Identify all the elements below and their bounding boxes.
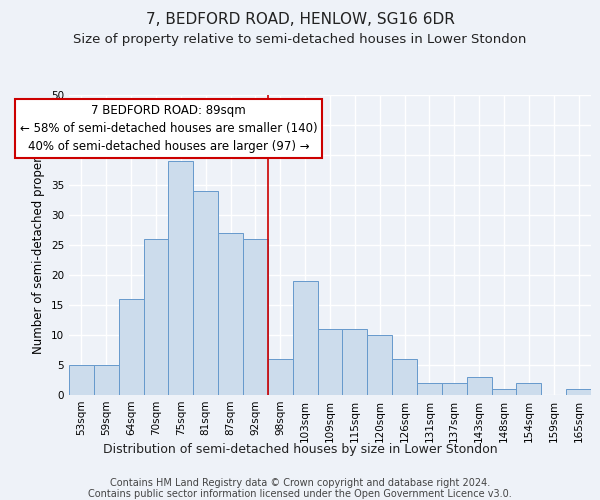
Bar [566,389,591,395]
Text: Size of property relative to semi-detached houses in Lower Stondon: Size of property relative to semi-detach… [73,32,527,46]
Bar [193,191,218,395]
Bar [417,383,442,395]
Text: Contains public sector information licensed under the Open Government Licence v3: Contains public sector information licen… [88,489,512,499]
Bar [268,359,293,395]
Bar [169,161,193,395]
Bar [343,329,367,395]
Text: 7, BEDFORD ROAD, HENLOW, SG16 6DR: 7, BEDFORD ROAD, HENLOW, SG16 6DR [146,12,454,28]
Bar [491,389,517,395]
Text: Contains HM Land Registry data © Crown copyright and database right 2024.: Contains HM Land Registry data © Crown c… [110,478,490,488]
Text: 7 BEDFORD ROAD: 89sqm
← 58% of semi-detached houses are smaller (140)
40% of sem: 7 BEDFORD ROAD: 89sqm ← 58% of semi-deta… [20,104,317,153]
Bar [517,383,541,395]
Bar [69,365,94,395]
Bar [293,281,317,395]
Text: Distribution of semi-detached houses by size in Lower Stondon: Distribution of semi-detached houses by … [103,442,497,456]
Bar [119,299,143,395]
Y-axis label: Number of semi-detached properties: Number of semi-detached properties [32,136,46,354]
Bar [218,233,243,395]
Bar [392,359,417,395]
Bar [367,335,392,395]
Bar [143,239,169,395]
Bar [442,383,467,395]
Bar [243,239,268,395]
Bar [467,377,491,395]
Bar [317,329,343,395]
Bar [94,365,119,395]
